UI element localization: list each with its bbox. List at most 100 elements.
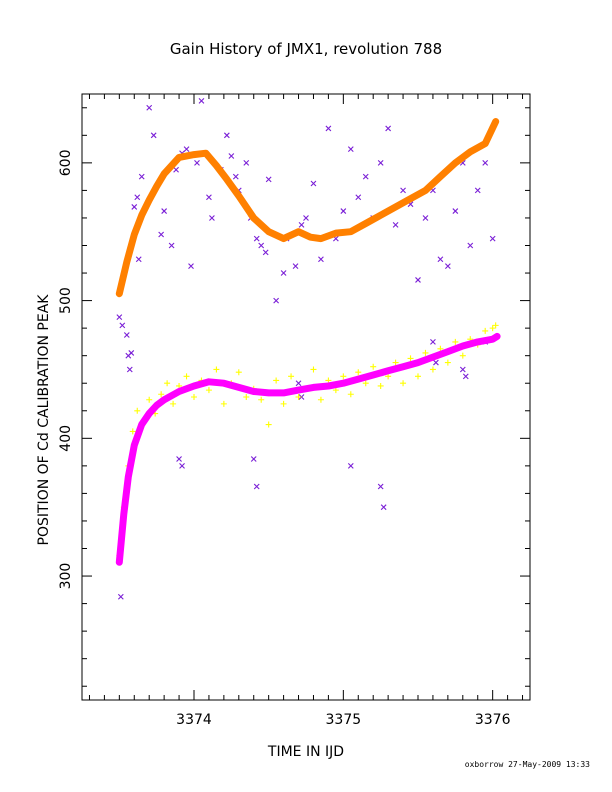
data-point-x — [125, 352, 132, 359]
data-point-x — [135, 256, 142, 263]
data-point-plus — [317, 396, 324, 403]
data-point-plus — [220, 400, 227, 407]
data-point-x — [273, 297, 280, 304]
data-point-x — [452, 208, 459, 214]
y-tick-label: 600 — [58, 149, 74, 176]
data-point-plus — [164, 380, 171, 387]
data-point-plus — [422, 349, 429, 356]
data-point-x — [280, 270, 287, 276]
data-point-x — [400, 187, 406, 194]
data-point-x — [325, 125, 332, 132]
data-point-x — [116, 314, 123, 321]
data-point-plus — [415, 373, 421, 380]
data-point-x — [377, 483, 384, 490]
data-point-x — [243, 159, 250, 166]
data-point-plus — [452, 338, 459, 345]
data-point-plus — [258, 396, 265, 403]
data-point-x — [253, 483, 260, 490]
data-point-x — [198, 97, 205, 104]
data-point-x — [206, 194, 212, 201]
data-point-plus — [146, 396, 153, 403]
data-point-x — [146, 104, 153, 111]
data-point-plus — [205, 387, 212, 394]
data-point-plus — [273, 377, 280, 384]
plot-area: 300 400 500 600 3374 3375 3376 — [58, 93, 531, 728]
data-point-x — [123, 332, 130, 338]
data-point-x — [173, 166, 179, 173]
data-point-plus — [489, 325, 496, 332]
data-point-x — [347, 462, 354, 469]
data-point-plus — [280, 400, 287, 407]
data-point-plus — [444, 359, 451, 366]
data-point-x — [194, 159, 200, 166]
data-point-x — [131, 204, 138, 210]
data-point-x — [265, 176, 272, 183]
data-point-x — [176, 456, 182, 462]
data-point-x — [117, 593, 124, 600]
data-point-x — [292, 263, 299, 270]
data-point-plus — [370, 363, 377, 370]
data-point-plus — [170, 400, 177, 407]
y-tick-label: 300 — [58, 563, 74, 590]
data-point-x — [340, 208, 347, 214]
data-point-plus — [400, 380, 407, 387]
data-point-x — [437, 256, 444, 263]
data-point-x — [355, 194, 362, 201]
data-point-x — [433, 359, 439, 366]
data-point-x — [392, 221, 399, 228]
data-point-x — [232, 173, 239, 180]
data-point-x — [462, 373, 469, 380]
x-tick-label: 3374 — [176, 712, 212, 728]
data-point-x — [188, 263, 194, 270]
data-point-x — [209, 215, 215, 221]
data-point-plus — [492, 322, 499, 329]
data-point-x — [482, 159, 489, 166]
data-point-x — [415, 277, 421, 283]
data-point-plus — [235, 369, 242, 376]
credit-footer: oxborrow 27-May-2009 13:33 — [464, 760, 590, 769]
chart-title: Gain History of JMX1, revolution 788 — [170, 40, 442, 58]
data-point-x — [318, 256, 324, 263]
data-point-plus — [243, 394, 250, 400]
data-point-plus — [158, 391, 165, 398]
data-point-x — [168, 242, 175, 249]
y-axis-label: POSITION OF Cd CALIBRATION PEAK — [36, 294, 52, 546]
x-tick-label: 3375 — [326, 712, 362, 728]
data-point-x — [138, 173, 145, 180]
data-point-x — [134, 194, 141, 201]
data-point-plus — [362, 380, 369, 387]
data-point-x — [430, 339, 436, 345]
data-point-x — [303, 215, 309, 221]
x-tick-label: 3376 — [475, 712, 511, 728]
data-point-x — [310, 180, 317, 187]
data-point-x — [150, 132, 157, 139]
plot-frame — [81, 93, 531, 701]
data-point-x — [474, 187, 481, 194]
data-point-x — [422, 215, 429, 221]
data-point-plus — [347, 391, 354, 398]
data-point-plus — [392, 359, 399, 366]
data-point-plus — [459, 352, 466, 359]
data-point-x — [158, 231, 165, 238]
data-point-x — [161, 208, 168, 214]
data-point-x — [126, 366, 133, 373]
data-point-x — [295, 380, 302, 387]
data-point-plus — [482, 327, 489, 334]
data-point-x — [362, 173, 369, 180]
data-point-x — [444, 263, 451, 270]
data-point-x — [258, 242, 265, 249]
data-point-x — [179, 462, 185, 469]
data-point-plus — [407, 355, 414, 362]
data-point-x — [228, 153, 235, 159]
data-point-x — [467, 242, 474, 249]
data-point-x — [489, 235, 496, 242]
data-point-plus — [129, 428, 136, 435]
data-point-plus — [355, 369, 362, 376]
data-point-plus — [340, 373, 347, 380]
data-point-x — [253, 235, 260, 242]
data-point-plus — [377, 382, 384, 389]
data-point-plus — [310, 366, 317, 373]
data-point-plus — [183, 373, 190, 380]
fit-curve — [115, 118, 500, 298]
